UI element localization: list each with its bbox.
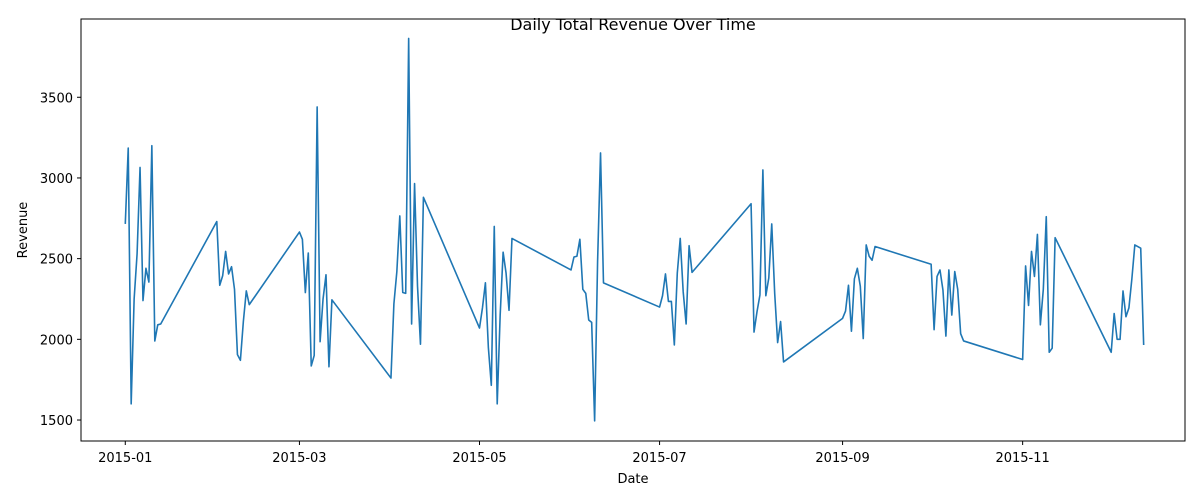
x-tick-label: 2015-11 xyxy=(995,451,1049,466)
y-tick-label: 3000 xyxy=(40,172,73,187)
x-tick-label: 2015-03 xyxy=(272,451,326,466)
series-line-0 xyxy=(124,37,1145,422)
y-tick-label: 2000 xyxy=(40,333,73,348)
plot-frame xyxy=(80,18,1186,442)
y-axis-label: Revenue xyxy=(16,202,31,259)
y-tick-label: 1500 xyxy=(40,414,73,429)
x-tick-label: 2015-07 xyxy=(632,451,686,466)
y-axis: 1500 2000 2500 3000 3500 xyxy=(40,91,81,429)
x-tick-label: 2015-01 xyxy=(98,451,152,466)
plot-area xyxy=(124,37,1145,422)
y-tick-label: 3500 xyxy=(40,91,73,106)
x-tick-label: 2015-05 xyxy=(452,451,506,466)
y-tick-label: 2500 xyxy=(40,253,73,268)
x-tick-label: 2015-09 xyxy=(815,451,869,466)
x-axis: 2015-01 2015-03 2015-05 2015-07 2015-09 2015-… xyxy=(98,441,1050,466)
x-axis-label: Date xyxy=(617,472,648,487)
chart-title: Daily Total Revenue Over Time xyxy=(510,15,756,34)
